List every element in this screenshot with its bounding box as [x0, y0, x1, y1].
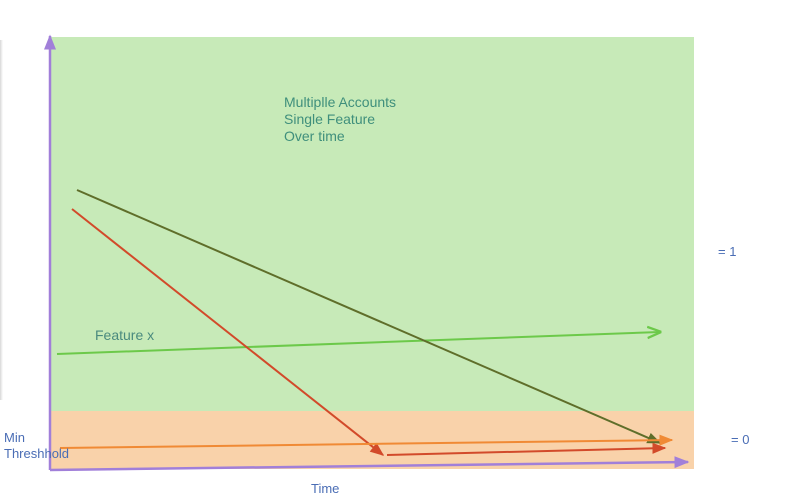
account-2-decline-arrow: [71, 208, 385, 456]
window-edge-shadow: [0, 40, 3, 400]
threshold-label-line-2: Threshhold: [4, 446, 70, 461]
x-axis-arrow: [49, 456, 690, 472]
min-threshold-label: Min Threshhold: [4, 430, 69, 462]
high-zone: [51, 37, 694, 411]
low-threshold-zone: [51, 411, 694, 469]
feature-x-label: Feature x: [95, 327, 155, 343]
title-line-2: Single Feature: [284, 111, 376, 127]
x-axis-label: Time: [311, 481, 340, 496]
level-one-label: = 1: [718, 244, 737, 259]
account-2-continuation-arrow: [386, 442, 667, 456]
title-line-1: Multiplle Accounts: [284, 94, 397, 110]
level-zero-label: = 0: [731, 432, 750, 447]
title-line-3: Over time: [284, 128, 345, 144]
min-threshold-arrow: [59, 434, 674, 449]
account-1-decline-arrow: [76, 189, 662, 444]
feature-x-arrow: [56, 332, 660, 355]
diagram-title: Multiplle Accounts Single Feature Over t…: [284, 94, 396, 145]
threshold-label-line-1: Min: [4, 430, 25, 445]
